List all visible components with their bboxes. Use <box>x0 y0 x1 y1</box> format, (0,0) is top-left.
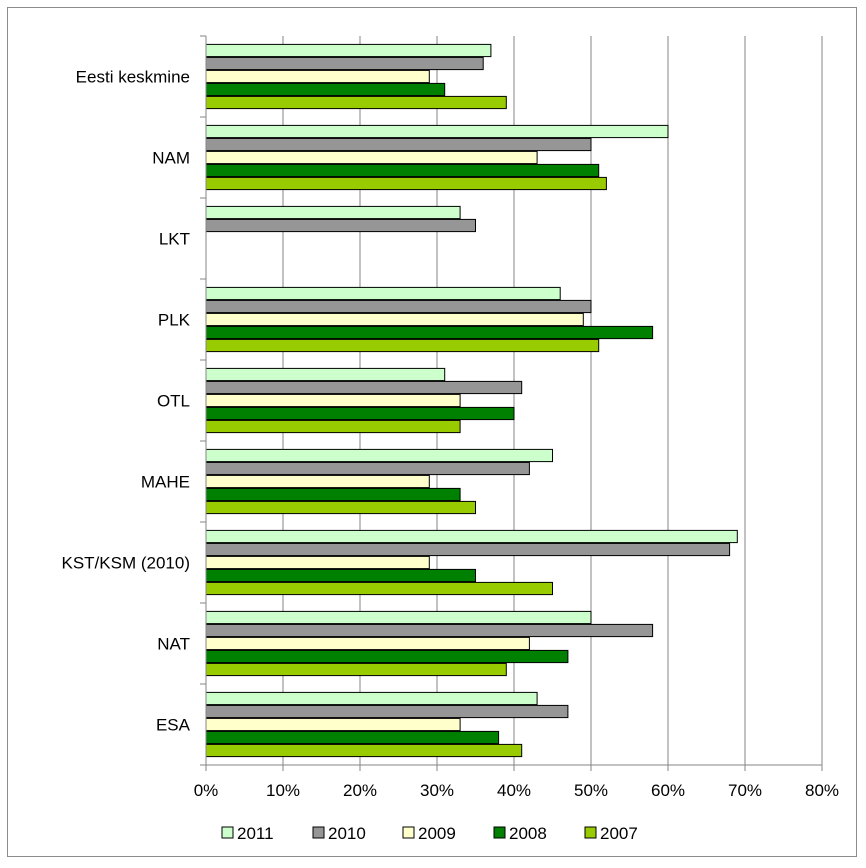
bar-2008 <box>205 649 569 664</box>
bar-2009 <box>205 636 530 651</box>
bar-2007 <box>205 743 523 758</box>
legend-swatch-2010 <box>312 826 325 839</box>
bar-2010 <box>205 542 731 557</box>
x-tick-label: 40% <box>497 781 531 800</box>
bar-2011 <box>205 529 738 544</box>
bars <box>205 43 738 758</box>
bar-2010 <box>205 299 592 314</box>
bar-2009 <box>205 717 461 732</box>
legend-label: 2009 <box>418 824 456 843</box>
category-label: Eesti keskmine <box>76 68 190 87</box>
bar-2007 <box>205 419 461 434</box>
bar-2011 <box>205 691 538 706</box>
bar-2010 <box>205 704 569 719</box>
bar-2009 <box>205 555 430 570</box>
bar-2010 <box>205 461 530 476</box>
legend: 2011 2010 2009 2008 2007 <box>221 824 638 843</box>
bar-2007 <box>205 176 607 191</box>
bar-2011 <box>205 43 492 58</box>
legend-label: 2007 <box>600 824 638 843</box>
legend-swatch-2011 <box>221 826 234 839</box>
category-label: ESA <box>156 716 191 735</box>
bar-2008 <box>205 730 500 745</box>
bar-2011 <box>205 286 561 301</box>
bar-2009 <box>205 150 538 165</box>
bar-2008 <box>205 325 654 340</box>
x-tick-label: 20% <box>343 781 377 800</box>
x-tick-label: 0% <box>194 781 219 800</box>
bar-2008 <box>205 568 476 583</box>
category-label: NAT <box>157 635 190 654</box>
bar-2008 <box>205 406 515 421</box>
category-label: KST/KSM (2010) <box>62 554 191 573</box>
bar-2011 <box>205 448 553 463</box>
legend-label: 2010 <box>328 824 366 843</box>
bar-2010 <box>205 380 523 395</box>
category-label: OTL <box>157 392 190 411</box>
tick-labels: 0% 10% 20% 30% 40% 50% 60% 70% 80% <box>194 781 839 800</box>
bar-2009 <box>205 69 430 84</box>
bar-2009 <box>205 312 584 327</box>
bar-2009 <box>205 393 461 408</box>
bar-2010 <box>205 623 654 638</box>
bar-2011 <box>205 205 461 220</box>
bar-2011 <box>205 610 592 625</box>
category-label: LKT <box>159 230 190 249</box>
category-label: NAM <box>152 149 190 168</box>
category-label: MAHE <box>141 473 190 492</box>
bar-2007 <box>205 581 553 596</box>
bar-2010 <box>205 218 476 233</box>
bar-2010 <box>205 56 484 71</box>
x-tick-label: 30% <box>420 781 454 800</box>
bar-2007 <box>205 95 507 110</box>
legend-swatch-2007 <box>584 826 597 839</box>
bar-2011 <box>205 367 446 382</box>
x-tick-label: 80% <box>805 781 839 800</box>
bar-2007 <box>205 662 507 677</box>
bar-2008 <box>205 163 600 178</box>
category-label: PLK <box>158 311 191 330</box>
x-tick-label: 10% <box>266 781 300 800</box>
legend-label: 2011 <box>237 824 274 843</box>
x-tick-label: 50% <box>574 781 608 800</box>
bar-2011 <box>205 124 669 139</box>
bar-2009 <box>205 474 430 489</box>
x-tick-label: 70% <box>728 781 762 800</box>
axes <box>200 35 823 771</box>
legend-swatch-2008 <box>493 826 506 839</box>
legend-swatch-2009 <box>402 826 415 839</box>
legend-label: 2008 <box>509 824 547 843</box>
bar-2008 <box>205 487 461 502</box>
bar-2008 <box>205 82 446 97</box>
bar-2007 <box>205 338 600 353</box>
bar-2010 <box>205 137 592 152</box>
bar-2007 <box>205 500 476 515</box>
category-labels: Eesti keskmine NAM LKT PLK OTL MAHE KST/KSM (2… <box>62 68 191 735</box>
x-tick-label: 60% <box>651 781 685 800</box>
